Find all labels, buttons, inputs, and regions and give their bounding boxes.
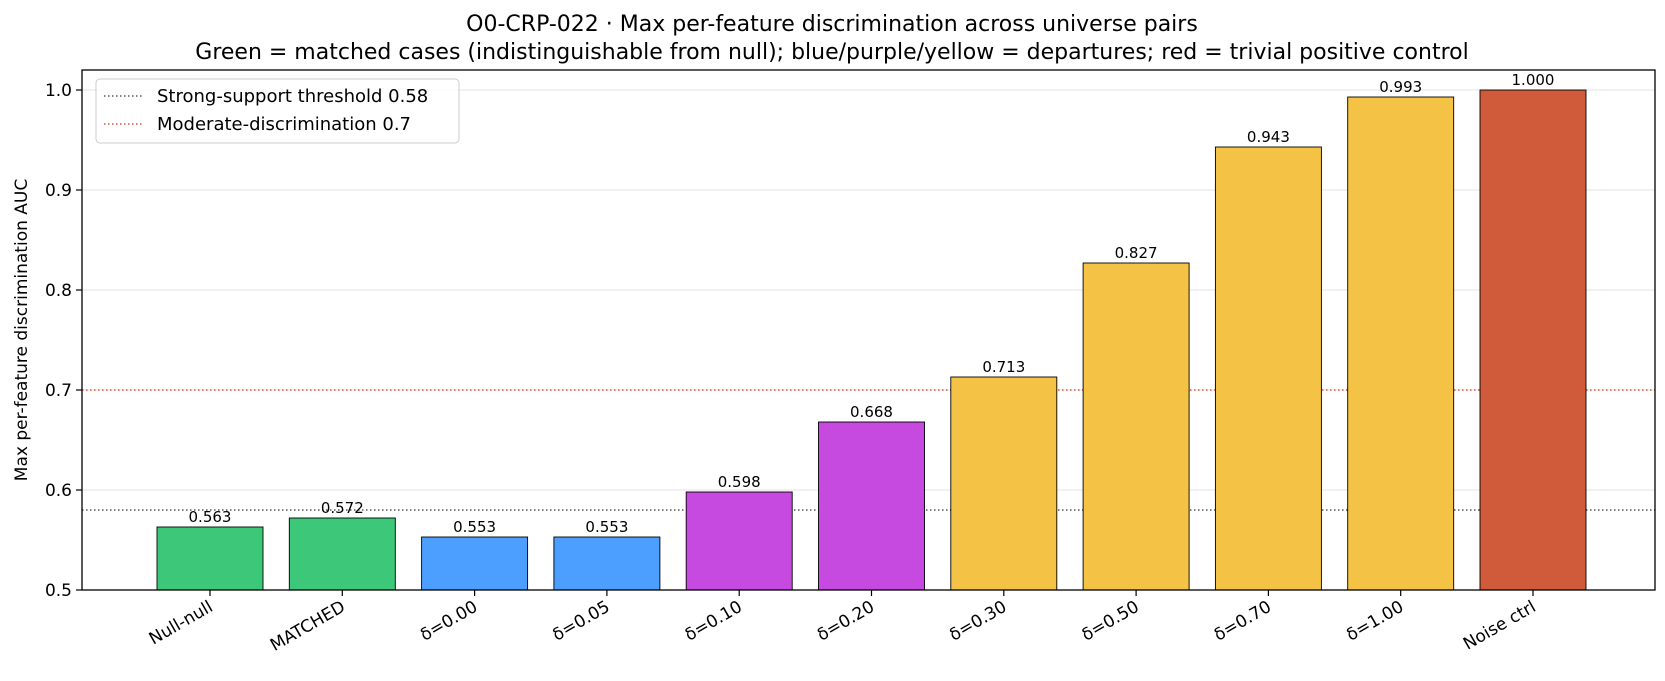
bar	[1347, 96, 1455, 591]
x-tick-label: δ=0.30	[946, 597, 1010, 646]
x-tick-label: δ=1.00	[1343, 597, 1407, 646]
plot-area-frame	[81, 69, 1656, 591]
bar	[1479, 89, 1587, 591]
data-labels: 0.563 0.572 0.553 0.553 0.598 0.668 0.713 0.827…	[189, 71, 1555, 536]
x-tick-label: Noise ctrl	[1460, 597, 1540, 654]
data-label: 0.563	[189, 508, 232, 526]
y-tick-label: 0.6	[45, 481, 72, 501]
data-label: 0.713	[982, 358, 1025, 376]
chart-subtitle: Green = matched cases (indistinguishable…	[195, 40, 1468, 65]
bar	[1214, 146, 1322, 591]
bar	[1082, 262, 1190, 591]
bar	[553, 536, 661, 591]
chart-title: O0-CRP-022 · Max per-feature discriminat…	[466, 12, 1198, 37]
x-tick-label: δ=0.20	[814, 597, 878, 646]
legend: Strong-support threshold 0.58 Moderate-di…	[95, 78, 460, 144]
x-axis: Null-null MATCHED δ=0.00 δ=0.05 δ=0.10 δ=0.20…	[146, 590, 1540, 656]
y-tick-label: 0.5	[45, 581, 72, 601]
bar	[950, 376, 1058, 591]
data-label: 0.598	[718, 473, 761, 491]
x-tick-label: δ=0.70	[1211, 597, 1275, 646]
bar	[288, 517, 396, 591]
bars	[156, 89, 1587, 591]
x-tick-label: δ=0.05	[549, 597, 613, 646]
x-tick-label: Null-null	[146, 597, 217, 649]
bar	[421, 536, 529, 591]
y-axis-label: Max per-feature discrimination AUC	[12, 179, 32, 481]
legend-label: Moderate-discrimination 0.7	[157, 114, 411, 135]
data-label: 0.668	[850, 403, 893, 421]
legend-box	[95, 78, 460, 144]
bar	[818, 421, 925, 591]
data-label: 0.553	[585, 518, 628, 536]
y-tick-label: 0.8	[45, 281, 72, 301]
data-label: 0.827	[1115, 244, 1158, 262]
data-label: 0.553	[453, 518, 496, 536]
x-tick-label: δ=0.00	[417, 597, 481, 646]
y-tick-label: 0.9	[45, 181, 72, 201]
y-axis: 0.5 0.6 0.7 0.8 0.9 1.0	[45, 81, 82, 601]
data-label: 1.000	[1512, 71, 1555, 89]
data-label: 0.993	[1379, 78, 1422, 96]
y-tick-label: 0.7	[45, 381, 72, 401]
y-tick-label: 1.0	[45, 81, 72, 101]
data-label: 0.943	[1247, 128, 1290, 146]
x-tick-label: MATCHED	[267, 597, 349, 656]
bar	[156, 526, 264, 591]
data-label: 0.572	[321, 499, 364, 517]
x-tick-label: δ=0.10	[682, 597, 746, 646]
bar	[685, 491, 793, 591]
legend-label: Strong-support threshold 0.58	[157, 86, 428, 107]
x-tick-label: δ=0.50	[1078, 597, 1142, 646]
